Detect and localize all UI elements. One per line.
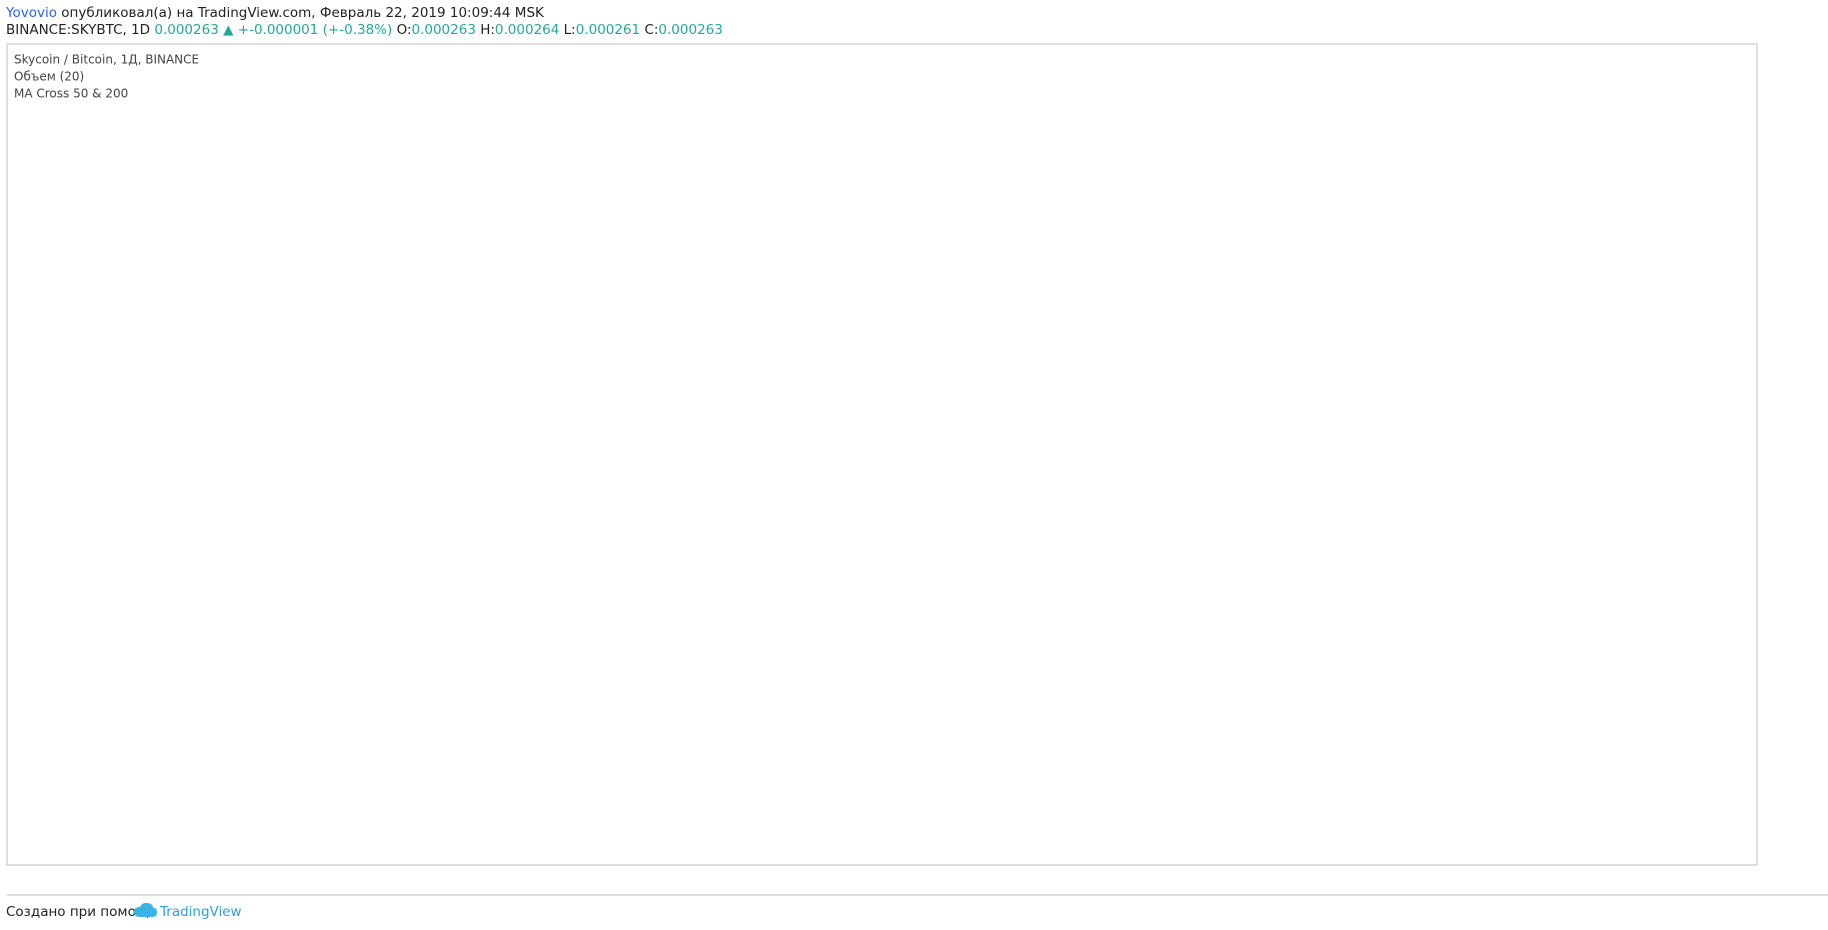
footer-brand[interactable]: TradingView: [159, 904, 242, 920]
c-label: C:: [644, 22, 658, 38]
tv-logo: [134, 902, 157, 917]
o-label: O:: [397, 22, 412, 38]
l: 0.000261: [576, 22, 640, 38]
h-label: H:: [480, 22, 495, 38]
header-line: Yovovio опубликовал(а) на TradingView.co…: [5, 5, 545, 21]
chart-title: Skycoin / Bitcoin, 1Д, BINANCE: [14, 53, 199, 67]
legend-ma: MA Cross 50 & 200: [14, 87, 128, 101]
pane-border: [6, 43, 1758, 866]
c: 0.000263: [658, 22, 722, 38]
symbol: BINANCE:SKYBTC, 1D: [6, 22, 150, 38]
quote-line: BINANCE:SKYBTC, 1D 0.000263 ▲ +-0.000001…: [6, 22, 723, 38]
l-label: L:: [564, 22, 576, 38]
legend-volume: Объем (20): [14, 70, 84, 84]
footer-text: Создано при помощи: [6, 904, 157, 920]
h: 0.000264: [495, 22, 559, 38]
change: ▲ +-0.000001 (+-0.38%): [223, 22, 392, 38]
last: 0.000263: [154, 22, 218, 38]
published: опубликовал(а) на TradingView.com, Февра…: [61, 5, 545, 21]
o: 0.000263: [412, 22, 476, 38]
author[interactable]: Yovovio: [5, 5, 57, 21]
